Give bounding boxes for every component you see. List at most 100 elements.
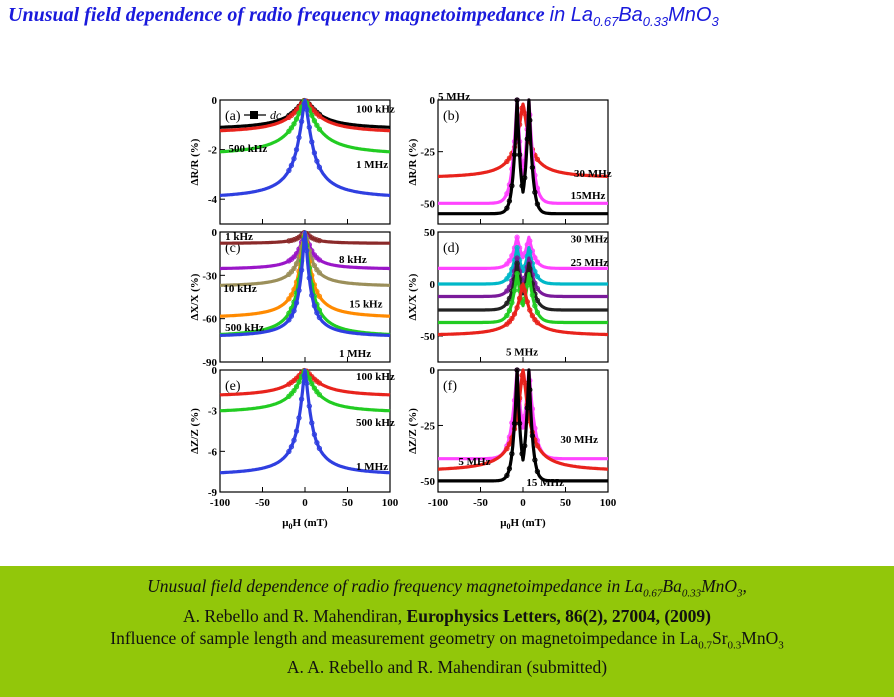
series-label-e-1: 500 kHz xyxy=(356,417,395,429)
data-point xyxy=(288,313,295,319)
data-point xyxy=(306,275,312,281)
ytick-label-d: 50 xyxy=(424,227,436,239)
series-label-a-1: 100 kHz xyxy=(356,103,395,115)
data-point xyxy=(506,307,513,314)
series-markers-a-3 xyxy=(286,101,323,174)
ytick-label-a: -2 xyxy=(208,145,218,157)
series-label-c-0: 1 kHz xyxy=(225,231,253,243)
series-line-c-5 xyxy=(219,230,391,337)
panel-frame-e xyxy=(219,369,391,493)
data-point xyxy=(534,285,541,292)
data-point xyxy=(288,237,295,244)
data-point xyxy=(529,433,536,439)
data-point xyxy=(509,315,515,322)
series-label-c-3: 15 kHz xyxy=(349,298,382,310)
data-point xyxy=(514,255,520,261)
series-line-d-4 xyxy=(437,272,609,325)
data-point xyxy=(314,237,320,243)
data-point xyxy=(291,254,297,260)
data-point xyxy=(524,405,530,411)
data-point xyxy=(298,267,305,273)
series-label-e-0: 100 kHz xyxy=(356,371,395,383)
data-point xyxy=(527,307,533,313)
data-point xyxy=(504,190,510,197)
ytick-label-f: -25 xyxy=(420,420,435,432)
ytick-label-b: -25 xyxy=(420,147,435,159)
journal-citation: Europhysics Letters, 86(2), 27004, (2009… xyxy=(406,605,711,626)
data-point xyxy=(524,241,530,248)
series-label-c-1: 8 kHz xyxy=(339,254,367,266)
panel-label-a: (a) xyxy=(225,109,241,124)
series-line-b-2 xyxy=(437,98,609,216)
panel-e: 0 -3 -6 -9 ΔZ/Z (%) (e) 100 kHz 500 kHz 1 MHz -10… xyxy=(190,365,399,531)
data-point xyxy=(316,380,323,386)
panel-f: 0 -25 -50 ΔZ/Z (%) (f) 30 MHz 5 MHz 15 MHz -100 -… xyxy=(407,365,617,531)
series-line-f-1 xyxy=(437,368,609,471)
xtick-label-f: -50 xyxy=(473,497,488,509)
data-point xyxy=(298,396,305,402)
series-label-d-1: 25 MHz xyxy=(571,257,609,269)
data-point xyxy=(534,319,541,326)
data-point xyxy=(316,113,323,119)
data-point xyxy=(529,164,536,171)
data-point xyxy=(532,255,538,261)
data-point xyxy=(314,122,320,128)
xtick-label-f: -100 xyxy=(428,497,449,509)
series-label-e-2: 1 MHz xyxy=(356,461,388,473)
series-label-c-5: 1 MHz xyxy=(339,348,371,360)
series-label-c-2: 10 kHz xyxy=(223,283,256,295)
data-point xyxy=(304,247,310,254)
data-point xyxy=(534,468,541,475)
reference-title-2: Influence of sample length and measureme… xyxy=(110,627,784,652)
data-point xyxy=(286,317,292,323)
xtick-label-e: -100 xyxy=(210,497,231,509)
data-point xyxy=(301,101,307,107)
data-point xyxy=(504,300,510,306)
data-point xyxy=(291,265,297,272)
data-point xyxy=(314,158,320,164)
data-point xyxy=(288,162,295,169)
data-point xyxy=(532,303,538,309)
data-point xyxy=(293,300,300,306)
data-point xyxy=(286,296,292,302)
ylabel-e: ΔZ/Z (%) xyxy=(190,408,201,454)
series-label-d-5: 5 MHz xyxy=(506,347,538,359)
ytick-label-f: -50 xyxy=(420,476,435,488)
series-markers-f-2 xyxy=(504,367,541,479)
data-point xyxy=(309,112,315,118)
data-point xyxy=(514,97,520,103)
ytick-label-c: 0 xyxy=(212,227,218,239)
ytick-label-c: -30 xyxy=(202,270,217,282)
data-point xyxy=(527,276,533,283)
reference-citation-1: A. Rebello and R. Mahendiran, Europhysic… xyxy=(182,605,711,626)
magnetoimpedance-figure: 0 -2 -4 ΔR/R (%) (a) 100 kHz 500 kHz 1 MHz dc 0 -2… xyxy=(190,92,617,531)
data-point xyxy=(504,261,510,267)
series-line-d-5 xyxy=(437,282,609,337)
data-point xyxy=(506,319,513,325)
title-main: Unusual field dependence of radio freque… xyxy=(8,4,545,26)
data-point xyxy=(316,314,323,321)
series-markers-e-2 xyxy=(286,372,323,455)
ytick-label-e: 0 xyxy=(212,365,218,377)
reference-footer: Unusual field dependence of radio freque… xyxy=(0,566,894,697)
data-point xyxy=(527,117,533,123)
data-point xyxy=(511,287,518,294)
data-point xyxy=(311,236,318,242)
data-point xyxy=(516,420,523,427)
data-point xyxy=(288,444,295,450)
data-point xyxy=(311,431,318,438)
ytick-label-f: 0 xyxy=(430,365,436,377)
data-point xyxy=(527,238,533,244)
data-point xyxy=(316,391,323,398)
ytick-label-b: 0 xyxy=(430,95,436,107)
series-label-b-1: 30 MHz xyxy=(574,168,612,180)
data-point xyxy=(509,183,515,189)
data-point xyxy=(291,437,297,443)
ytick-label-a: -4 xyxy=(208,194,218,206)
data-point xyxy=(288,391,295,397)
data-point xyxy=(514,234,520,240)
legend-label-dc: dc xyxy=(270,108,282,122)
data-point xyxy=(506,198,513,204)
panel-label-f: (f) xyxy=(443,379,457,394)
